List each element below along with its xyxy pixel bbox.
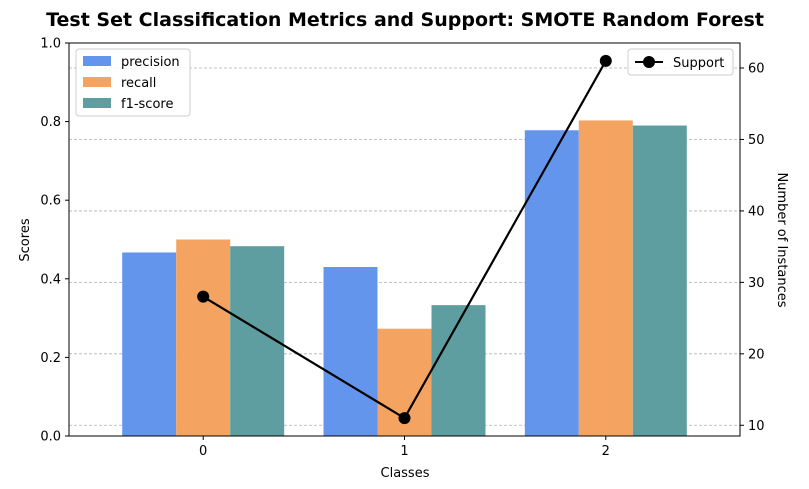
bars [122,120,687,437]
x-tick-label: 2 [602,444,610,459]
legend-label-recall: recall [121,76,156,91]
y-tick-label: 0.6 [40,194,61,209]
legend-swatch-precision [83,56,111,66]
legend-line: Support [627,48,734,76]
legend-line-marker [643,56,655,68]
bar-precision-0 [122,252,177,436]
bar-recall-2 [578,120,633,437]
legend-swatch-recall [83,77,111,87]
support-point-0 [197,290,210,303]
y2-tick-label: 40 [748,204,765,219]
y-tick-label: 1.0 [40,37,61,52]
y2-axis-label: Number of Instances [774,172,789,307]
legend-line-frame [627,48,734,76]
x-axis-label: Classes [381,466,430,481]
support-point-2 [599,54,612,67]
chart-title: Test Set Classification Metrics and Supp… [46,9,764,31]
legend-bars: precision recall f1-score [75,48,191,117]
x-axis: 0 1 2 [199,436,610,459]
y2-tick-label: 30 [748,276,765,291]
x-tick-label: 0 [199,444,207,459]
legend-label-precision: precision [121,55,180,70]
y2-tick-label: 20 [748,347,765,362]
bar-precision-2 [524,130,579,436]
y-axis: 0.0 0.2 0.4 0.6 0.8 1.0 [40,37,69,445]
y2-tick-label: 10 [748,419,765,434]
bar-precision-1 [323,267,378,436]
bar-f1-score-2 [632,125,687,436]
bar-f1-score-1 [431,305,486,436]
y-axis-label: Scores [18,218,33,261]
legend-label-f1-score: f1-score [121,97,173,112]
legend-label-support: Support [673,56,724,71]
support-point-1 [398,412,411,425]
y-tick-label: 0.4 [40,272,61,287]
bar-recall-0 [176,239,231,436]
y2-axis: 10 20 30 40 50 60 [740,62,765,434]
x-tick-label: 1 [400,444,408,459]
y2-tick-label: 50 [748,133,765,148]
support-line [197,54,612,425]
y-tick-label: 0.8 [40,115,61,130]
y2-tick-label: 60 [748,62,765,77]
y-tick-label: 0.2 [40,351,61,366]
y-tick-label: 0.0 [40,430,61,445]
legend-swatch-f1-score [83,98,111,108]
